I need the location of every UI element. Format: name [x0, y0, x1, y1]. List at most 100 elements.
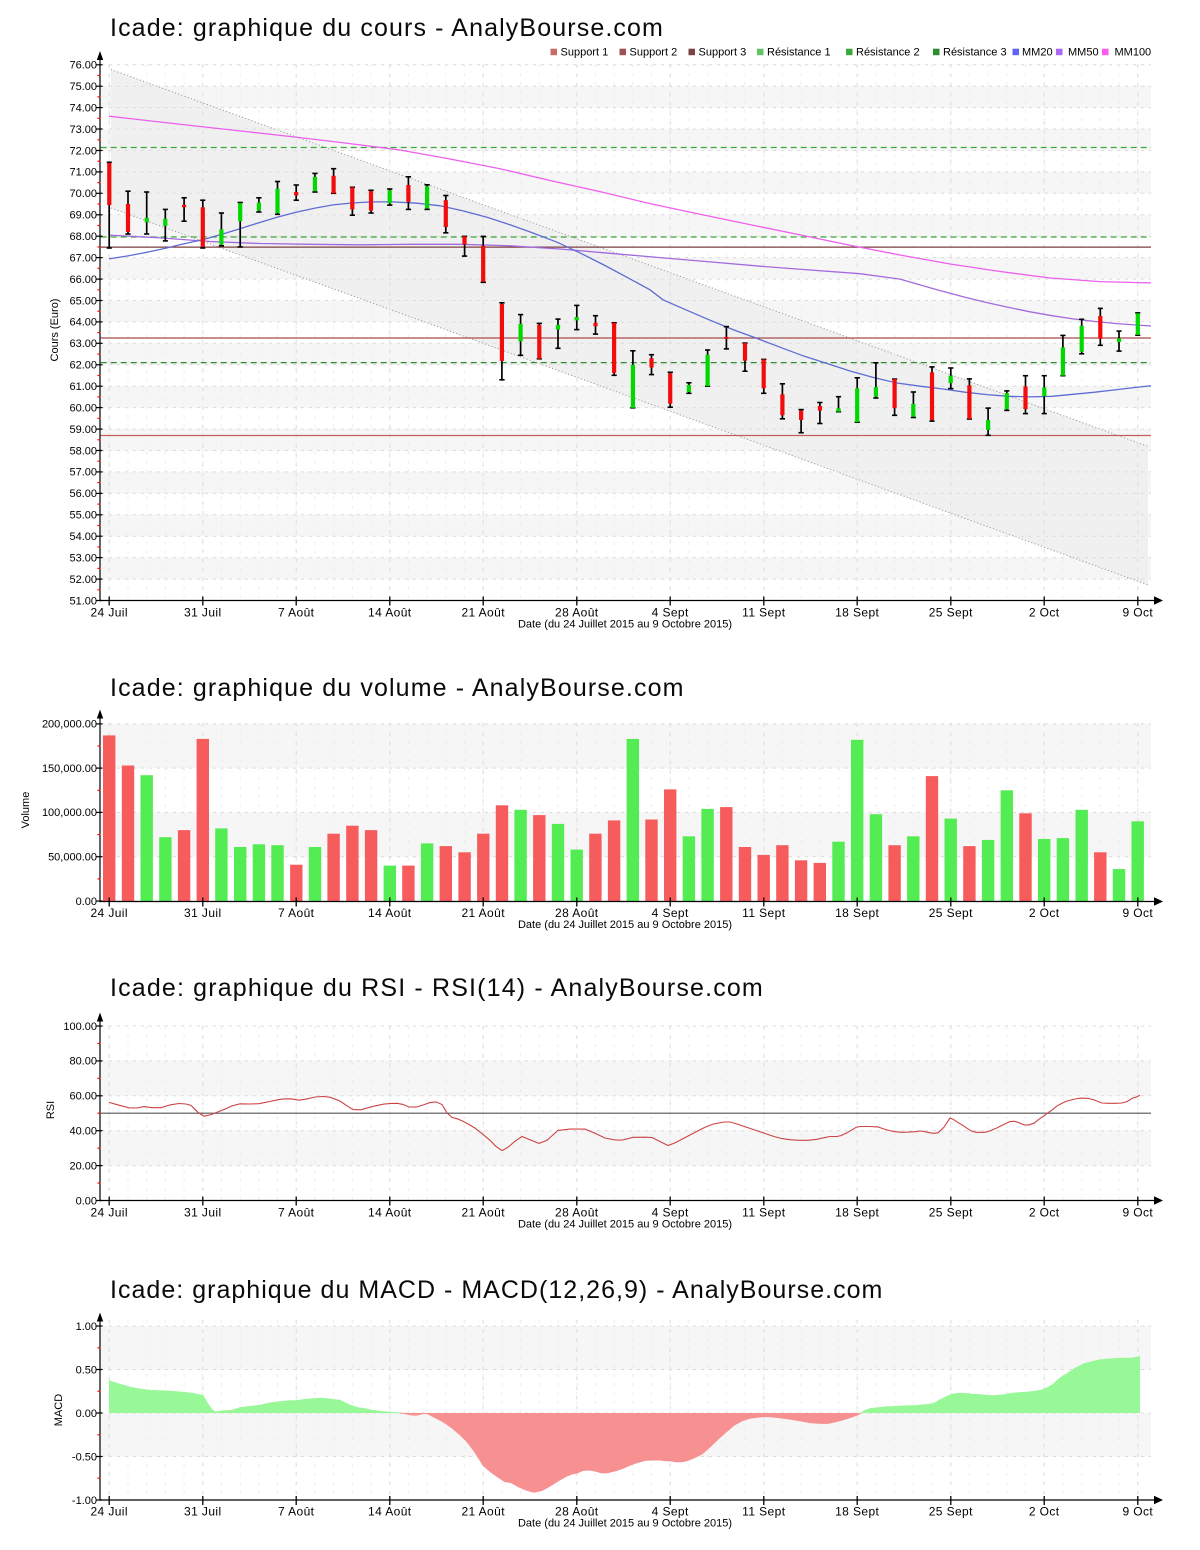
svg-text:4 Sept: 4 Sept	[652, 1505, 689, 1519]
svg-text:MM20: MM20	[1022, 47, 1053, 59]
svg-text:11 Sept: 11 Sept	[742, 606, 786, 620]
svg-text:200,000.00: 200,000.00	[42, 719, 97, 731]
svg-text:Icade: graphique du MACD - MAC: Icade: graphique du MACD - MACD(12,26,9)…	[110, 1276, 883, 1304]
svg-text:Résistance 3: Résistance 3	[943, 47, 1007, 59]
svg-text:14 Août: 14 Août	[368, 606, 412, 620]
svg-text:Résistance 1: Résistance 1	[767, 47, 831, 59]
svg-text:74.00: 74.00	[69, 102, 97, 114]
svg-text:71.00: 71.00	[69, 167, 97, 179]
svg-text:Volume: Volume	[20, 792, 32, 829]
svg-text:100.00: 100.00	[63, 1021, 97, 1033]
svg-text:51.00: 51.00	[69, 595, 97, 607]
svg-text:Support 2: Support 2	[630, 47, 678, 59]
svg-text:18 Sept: 18 Sept	[835, 1505, 879, 1519]
svg-text:18 Sept: 18 Sept	[835, 606, 879, 620]
svg-text:0.00: 0.00	[76, 1195, 97, 1207]
svg-text:Icade: graphique du RSI - RSI(: Icade: graphique du RSI - RSI(14) - Anal…	[110, 974, 764, 1002]
svg-text:21 Août: 21 Août	[461, 906, 505, 920]
svg-text:65.00: 65.00	[69, 295, 97, 307]
svg-text:9 Oct: 9 Oct	[1122, 1206, 1153, 1220]
svg-text:25 Sept: 25 Sept	[929, 1206, 973, 1220]
svg-text:21 Août: 21 Août	[461, 606, 505, 620]
svg-text:31 Juil: 31 Juil	[184, 1505, 222, 1519]
svg-text:14 Août: 14 Août	[368, 1206, 412, 1220]
svg-text:40.00: 40.00	[69, 1126, 97, 1138]
svg-text:Date (du 24 Juillet 2015 au 9: Date (du 24 Juillet 2015 au 9 Octobre 20…	[518, 1518, 732, 1530]
svg-text:-1.00: -1.00	[72, 1495, 97, 1507]
svg-text:7 Août: 7 Août	[278, 1206, 315, 1220]
svg-text:54.00: 54.00	[69, 531, 97, 543]
svg-text:64.00: 64.00	[69, 317, 97, 329]
svg-text:80.00: 80.00	[69, 1056, 97, 1068]
svg-text:1.00: 1.00	[76, 1321, 97, 1333]
svg-text:9 Oct: 9 Oct	[1122, 1505, 1153, 1519]
svg-text:0.00: 0.00	[76, 896, 97, 908]
svg-text:MACD: MACD	[53, 1394, 65, 1426]
svg-text:63.00: 63.00	[69, 338, 97, 350]
svg-text:53.00: 53.00	[69, 552, 97, 564]
svg-text:60.00: 60.00	[69, 1091, 97, 1103]
svg-text:52.00: 52.00	[69, 574, 97, 586]
svg-text:4 Sept: 4 Sept	[652, 606, 689, 620]
svg-text:7 Août: 7 Août	[278, 1505, 315, 1519]
svg-text:24 Juil: 24 Juil	[90, 1206, 128, 1220]
svg-text:11 Sept: 11 Sept	[742, 906, 786, 920]
svg-text:28 Août: 28 Août	[555, 1206, 599, 1220]
svg-text:21 Août: 21 Août	[461, 1505, 505, 1519]
svg-text:Cours (Euro): Cours (Euro)	[49, 299, 61, 362]
svg-text:150,000.00: 150,000.00	[42, 763, 97, 775]
svg-text:RSI: RSI	[45, 1101, 57, 1119]
svg-text:70.00: 70.00	[69, 188, 97, 200]
svg-text:Date (du 24 Juillet 2015 au 9: Date (du 24 Juillet 2015 au 9 Octobre 20…	[518, 619, 732, 631]
svg-text:20.00: 20.00	[69, 1160, 97, 1172]
svg-text:0.00: 0.00	[76, 1408, 97, 1420]
svg-text:9 Oct: 9 Oct	[1122, 906, 1153, 920]
svg-text:61.00: 61.00	[69, 381, 97, 393]
svg-text:Icade: graphique du volume - A: Icade: graphique du volume - AnalyBourse…	[110, 674, 685, 702]
svg-text:55.00: 55.00	[69, 510, 97, 522]
svg-text:62.00: 62.00	[69, 360, 97, 372]
svg-text:50,000.00: 50,000.00	[48, 852, 97, 864]
svg-text:59.00: 59.00	[69, 424, 97, 436]
svg-text:73.00: 73.00	[69, 124, 97, 136]
svg-text:60.00: 60.00	[69, 402, 97, 414]
svg-text:4 Sept: 4 Sept	[652, 1206, 689, 1220]
svg-text:Date (du 24 Juillet 2015 au 9: Date (du 24 Juillet 2015 au 9 Octobre 20…	[518, 919, 732, 931]
svg-text:24 Juil: 24 Juil	[90, 606, 128, 620]
svg-text:-0.50: -0.50	[72, 1451, 97, 1463]
svg-text:Support 3: Support 3	[699, 47, 747, 59]
svg-text:28 Août: 28 Août	[555, 606, 599, 620]
svg-text:11 Sept: 11 Sept	[742, 1505, 786, 1519]
svg-text:18 Sept: 18 Sept	[835, 1206, 879, 1220]
svg-text:2 Oct: 2 Oct	[1029, 1206, 1060, 1220]
svg-text:2 Oct: 2 Oct	[1029, 606, 1060, 620]
svg-text:Date (du 24 Juillet 2015 au 9: Date (du 24 Juillet 2015 au 9 Octobre 20…	[518, 1219, 732, 1231]
svg-text:0.50: 0.50	[76, 1364, 97, 1376]
svg-text:25 Sept: 25 Sept	[929, 606, 973, 620]
svg-text:Résistance 2: Résistance 2	[856, 47, 920, 59]
svg-text:9 Oct: 9 Oct	[1122, 606, 1153, 620]
svg-text:100,000.00: 100,000.00	[42, 807, 97, 819]
svg-text:25 Sept: 25 Sept	[929, 1505, 973, 1519]
svg-text:7 Août: 7 Août	[278, 906, 315, 920]
svg-text:69.00: 69.00	[69, 210, 97, 222]
svg-text:67.00: 67.00	[69, 252, 97, 264]
svg-text:68.00: 68.00	[69, 231, 97, 243]
svg-text:18 Sept: 18 Sept	[835, 906, 879, 920]
svg-text:14 Août: 14 Août	[368, 906, 412, 920]
svg-text:14 Août: 14 Août	[368, 1505, 412, 1519]
svg-text:72.00: 72.00	[69, 145, 97, 157]
svg-text:4 Sept: 4 Sept	[652, 906, 689, 920]
svg-text:58.00: 58.00	[69, 445, 97, 457]
svg-text:2 Oct: 2 Oct	[1029, 906, 1060, 920]
svg-text:31 Juil: 31 Juil	[184, 906, 222, 920]
svg-text:66.00: 66.00	[69, 274, 97, 286]
svg-text:75.00: 75.00	[69, 81, 97, 93]
svg-text:11 Sept: 11 Sept	[742, 1206, 786, 1220]
svg-text:56.00: 56.00	[69, 488, 97, 500]
svg-text:24 Juil: 24 Juil	[90, 906, 128, 920]
svg-text:MM50: MM50	[1068, 47, 1099, 59]
svg-text:MM100: MM100	[1115, 47, 1152, 59]
svg-text:31 Juil: 31 Juil	[184, 1206, 222, 1220]
svg-text:7 Août: 7 Août	[278, 606, 315, 620]
